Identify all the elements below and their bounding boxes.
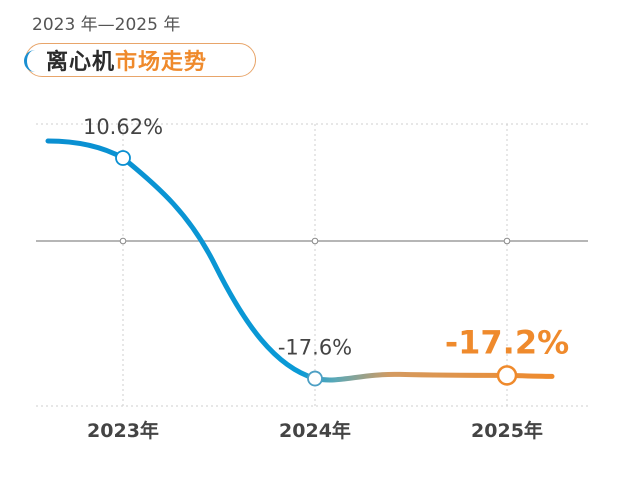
grid-layer bbox=[36, 123, 588, 407]
x-tick-label-1: 2023年 bbox=[87, 419, 159, 442]
point-layer bbox=[115, 150, 518, 387]
data-point-2 bbox=[307, 370, 323, 387]
chart-title-part1: 离心机 bbox=[46, 50, 116, 75]
x-tick-label-3: 2025年 bbox=[471, 419, 543, 442]
label-layer: 10.62% -17.6% -17.2% 2023年 2024年 2025年 bbox=[83, 115, 569, 442]
data-point-3 bbox=[496, 365, 518, 386]
chart-subtitle: 2023 年—2025 年 bbox=[32, 15, 181, 35]
baseline-tick-2 bbox=[311, 237, 319, 245]
chart-title-pill: 离心机 市场走势 bbox=[24, 43, 256, 77]
title-pill-accent bbox=[24, 50, 43, 72]
x-tick-label-2: 2024年 bbox=[279, 419, 351, 442]
value-label-3: -17.2% bbox=[445, 323, 569, 361]
chart-title-part2: 市场走势 bbox=[115, 50, 208, 75]
value-label-2: -17.6% bbox=[278, 336, 352, 360]
value-label-1: 10.62% bbox=[83, 115, 163, 139]
data-point-1 bbox=[115, 150, 131, 166]
baseline-tick-3 bbox=[503, 237, 511, 245]
baseline-tick-1 bbox=[119, 237, 127, 245]
